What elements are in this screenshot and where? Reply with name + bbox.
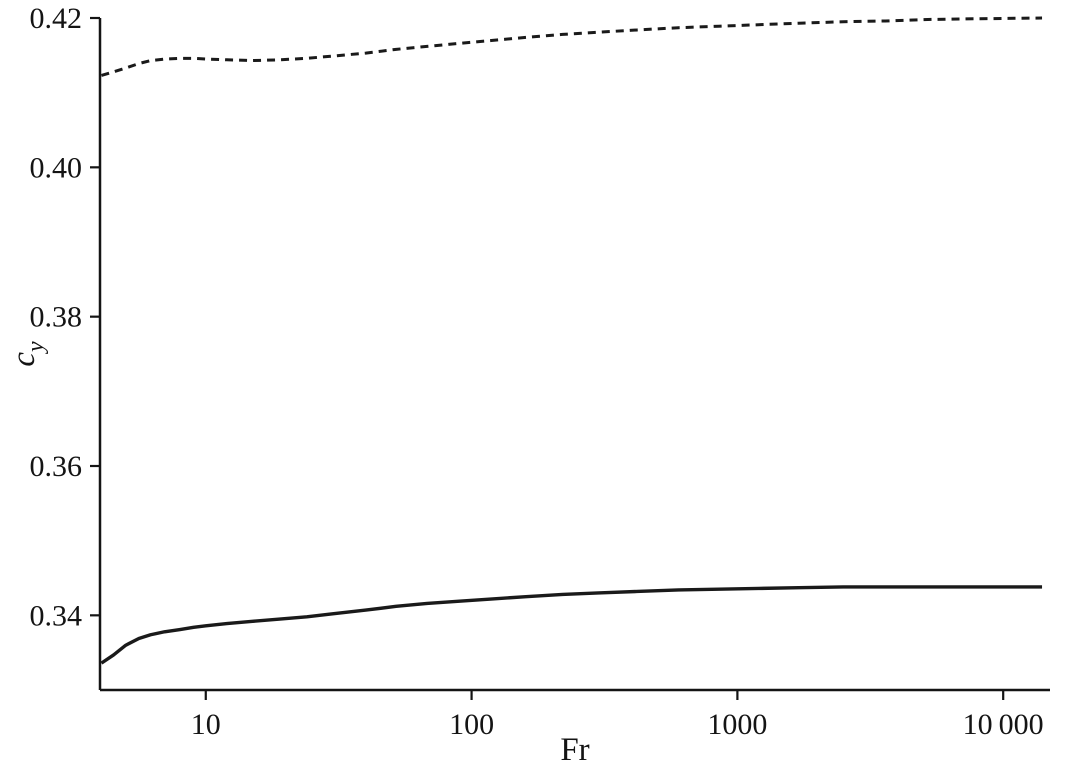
y-tick-label: 0.36 — [30, 450, 83, 483]
x-tick-label: 10 000 — [963, 708, 1044, 741]
y-tick-label: 0.38 — [30, 301, 83, 334]
series-lower-solid — [100, 585, 1043, 665]
y-tick-label: 0.40 — [30, 151, 83, 184]
x-tick-label: 1000 — [707, 708, 767, 741]
y-tick-label: 0.42 — [30, 2, 83, 35]
x-axis-label: Fr — [560, 732, 589, 768]
x-tick-label: 100 — [449, 708, 494, 741]
x-tick-label: 10 — [191, 708, 221, 741]
y-tick-label: 0.34 — [30, 599, 83, 632]
series-upper-dashed — [100, 16, 1043, 77]
y-axis-label: cy — [6, 341, 49, 367]
